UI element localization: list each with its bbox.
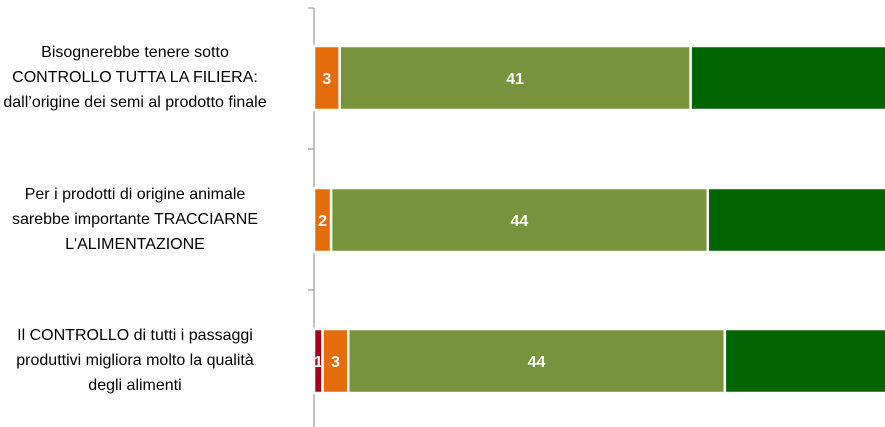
category-label-3: Il CONTROLLO di tutti i passaggi produtt…	[0, 323, 295, 398]
bar-segment-row1-series3	[338, 44, 692, 112]
bar-segment-row3-series4	[723, 327, 885, 395]
data-label-row1-series3: 41	[506, 71, 524, 88]
category-label-1: Bisognerebbe tenere sotto CONTROLLO TUTT…	[0, 40, 295, 115]
category-label-3-line-3: degli alimenti	[88, 377, 182, 394]
data-label-row3-series1: 1	[314, 354, 323, 371]
category-label-2-line-3: L'ALIMENTAZIONE	[65, 236, 205, 253]
category-label-2: Per i prodotti di origine animale sarebb…	[0, 182, 295, 257]
bar-segment-row2-series3	[329, 186, 710, 254]
data-label-row2-series3: 44	[511, 213, 529, 230]
category-label-1-line-3: dall’origine dei semi al prodotto finale	[3, 94, 267, 111]
category-label-1-line-1: Bisognerebbe tenere sotto	[41, 44, 229, 61]
category-label-3-line-2: produttivi migliora molto la qualità	[16, 352, 254, 369]
bar-segment-row3-series2	[321, 327, 350, 395]
category-label-1-line-2: CONTROLLO TUTTA LA FILIERA:	[12, 69, 258, 86]
category-label-2-line-1: Per i prodotti di origine animale	[24, 186, 246, 203]
bar-segment-row1-series2	[312, 44, 341, 112]
data-label-row3-series3: 44	[528, 354, 546, 371]
data-label-row3-series2: 3	[331, 354, 340, 371]
data-label-row1-series2: 3	[322, 71, 331, 88]
category-label-2-line-2: sarebbe importante TRACCIARNE	[11, 211, 259, 228]
category-label-3-line-1: Il CONTROLLO di tutti i passaggi	[17, 327, 253, 344]
bar-segment-row2-series4	[706, 186, 885, 254]
bar-segment-row1-series4	[689, 44, 885, 112]
data-label-row2-series2: 2	[318, 213, 327, 230]
